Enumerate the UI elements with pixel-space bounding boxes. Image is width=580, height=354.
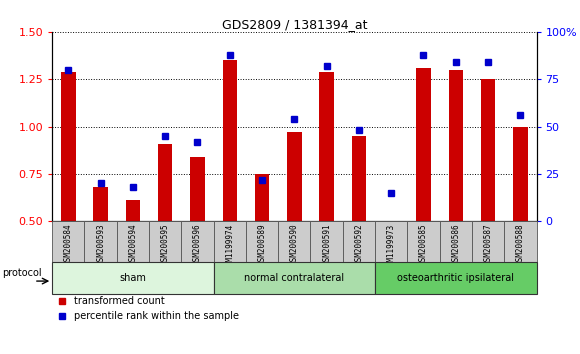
Text: GSM200587: GSM200587	[484, 223, 492, 265]
Bar	[407, 221, 440, 262]
Text: GSM1199974: GSM1199974	[225, 223, 234, 269]
Bar	[246, 221, 278, 262]
Text: normal contralateral: normal contralateral	[244, 273, 345, 283]
Title: GDS2809 / 1381394_at: GDS2809 / 1381394_at	[222, 18, 367, 31]
Text: GSM200586: GSM200586	[451, 223, 461, 265]
Text: protocol: protocol	[2, 268, 42, 278]
Text: GSM200589: GSM200589	[258, 223, 267, 265]
Bar	[320, 72, 334, 221]
Text: percentile rank within the sample: percentile rank within the sample	[74, 312, 239, 321]
Text: GSM200585: GSM200585	[419, 223, 428, 265]
Bar	[343, 221, 375, 262]
Bar	[351, 136, 366, 221]
Text: osteoarthritic ipsilateral: osteoarthritic ipsilateral	[397, 273, 514, 283]
Bar	[481, 79, 495, 221]
Bar	[278, 221, 310, 262]
Bar	[149, 221, 182, 262]
Text: GSM200588: GSM200588	[516, 223, 525, 265]
Bar	[213, 262, 375, 294]
Bar	[513, 127, 528, 221]
Bar	[472, 221, 504, 262]
Text: GSM200596: GSM200596	[193, 223, 202, 265]
Bar	[182, 221, 213, 262]
Bar	[126, 200, 140, 221]
Bar	[287, 132, 302, 221]
Bar	[190, 157, 205, 221]
Bar	[375, 221, 407, 262]
Bar	[504, 221, 536, 262]
Text: GSM200592: GSM200592	[354, 223, 364, 265]
Bar	[255, 174, 269, 221]
Text: sham: sham	[119, 273, 146, 283]
Text: GSM200584: GSM200584	[64, 223, 73, 265]
Bar	[52, 221, 85, 262]
Text: GSM1199973: GSM1199973	[387, 223, 396, 269]
Text: GSM200593: GSM200593	[96, 223, 105, 265]
Text: GSM200595: GSM200595	[161, 223, 170, 265]
Bar	[61, 72, 75, 221]
Bar	[85, 221, 117, 262]
Bar	[158, 144, 172, 221]
Bar	[375, 262, 536, 294]
Text: GSM200594: GSM200594	[128, 223, 137, 265]
Bar	[52, 262, 213, 294]
Bar	[440, 221, 472, 262]
Text: transformed count: transformed count	[74, 296, 165, 306]
Text: GSM200591: GSM200591	[322, 223, 331, 265]
Bar	[310, 221, 343, 262]
Bar	[117, 221, 149, 262]
Bar	[223, 60, 237, 221]
Text: GSM200590: GSM200590	[290, 223, 299, 265]
Bar	[213, 221, 246, 262]
Bar	[93, 187, 108, 221]
Bar	[448, 70, 463, 221]
Bar	[416, 68, 431, 221]
